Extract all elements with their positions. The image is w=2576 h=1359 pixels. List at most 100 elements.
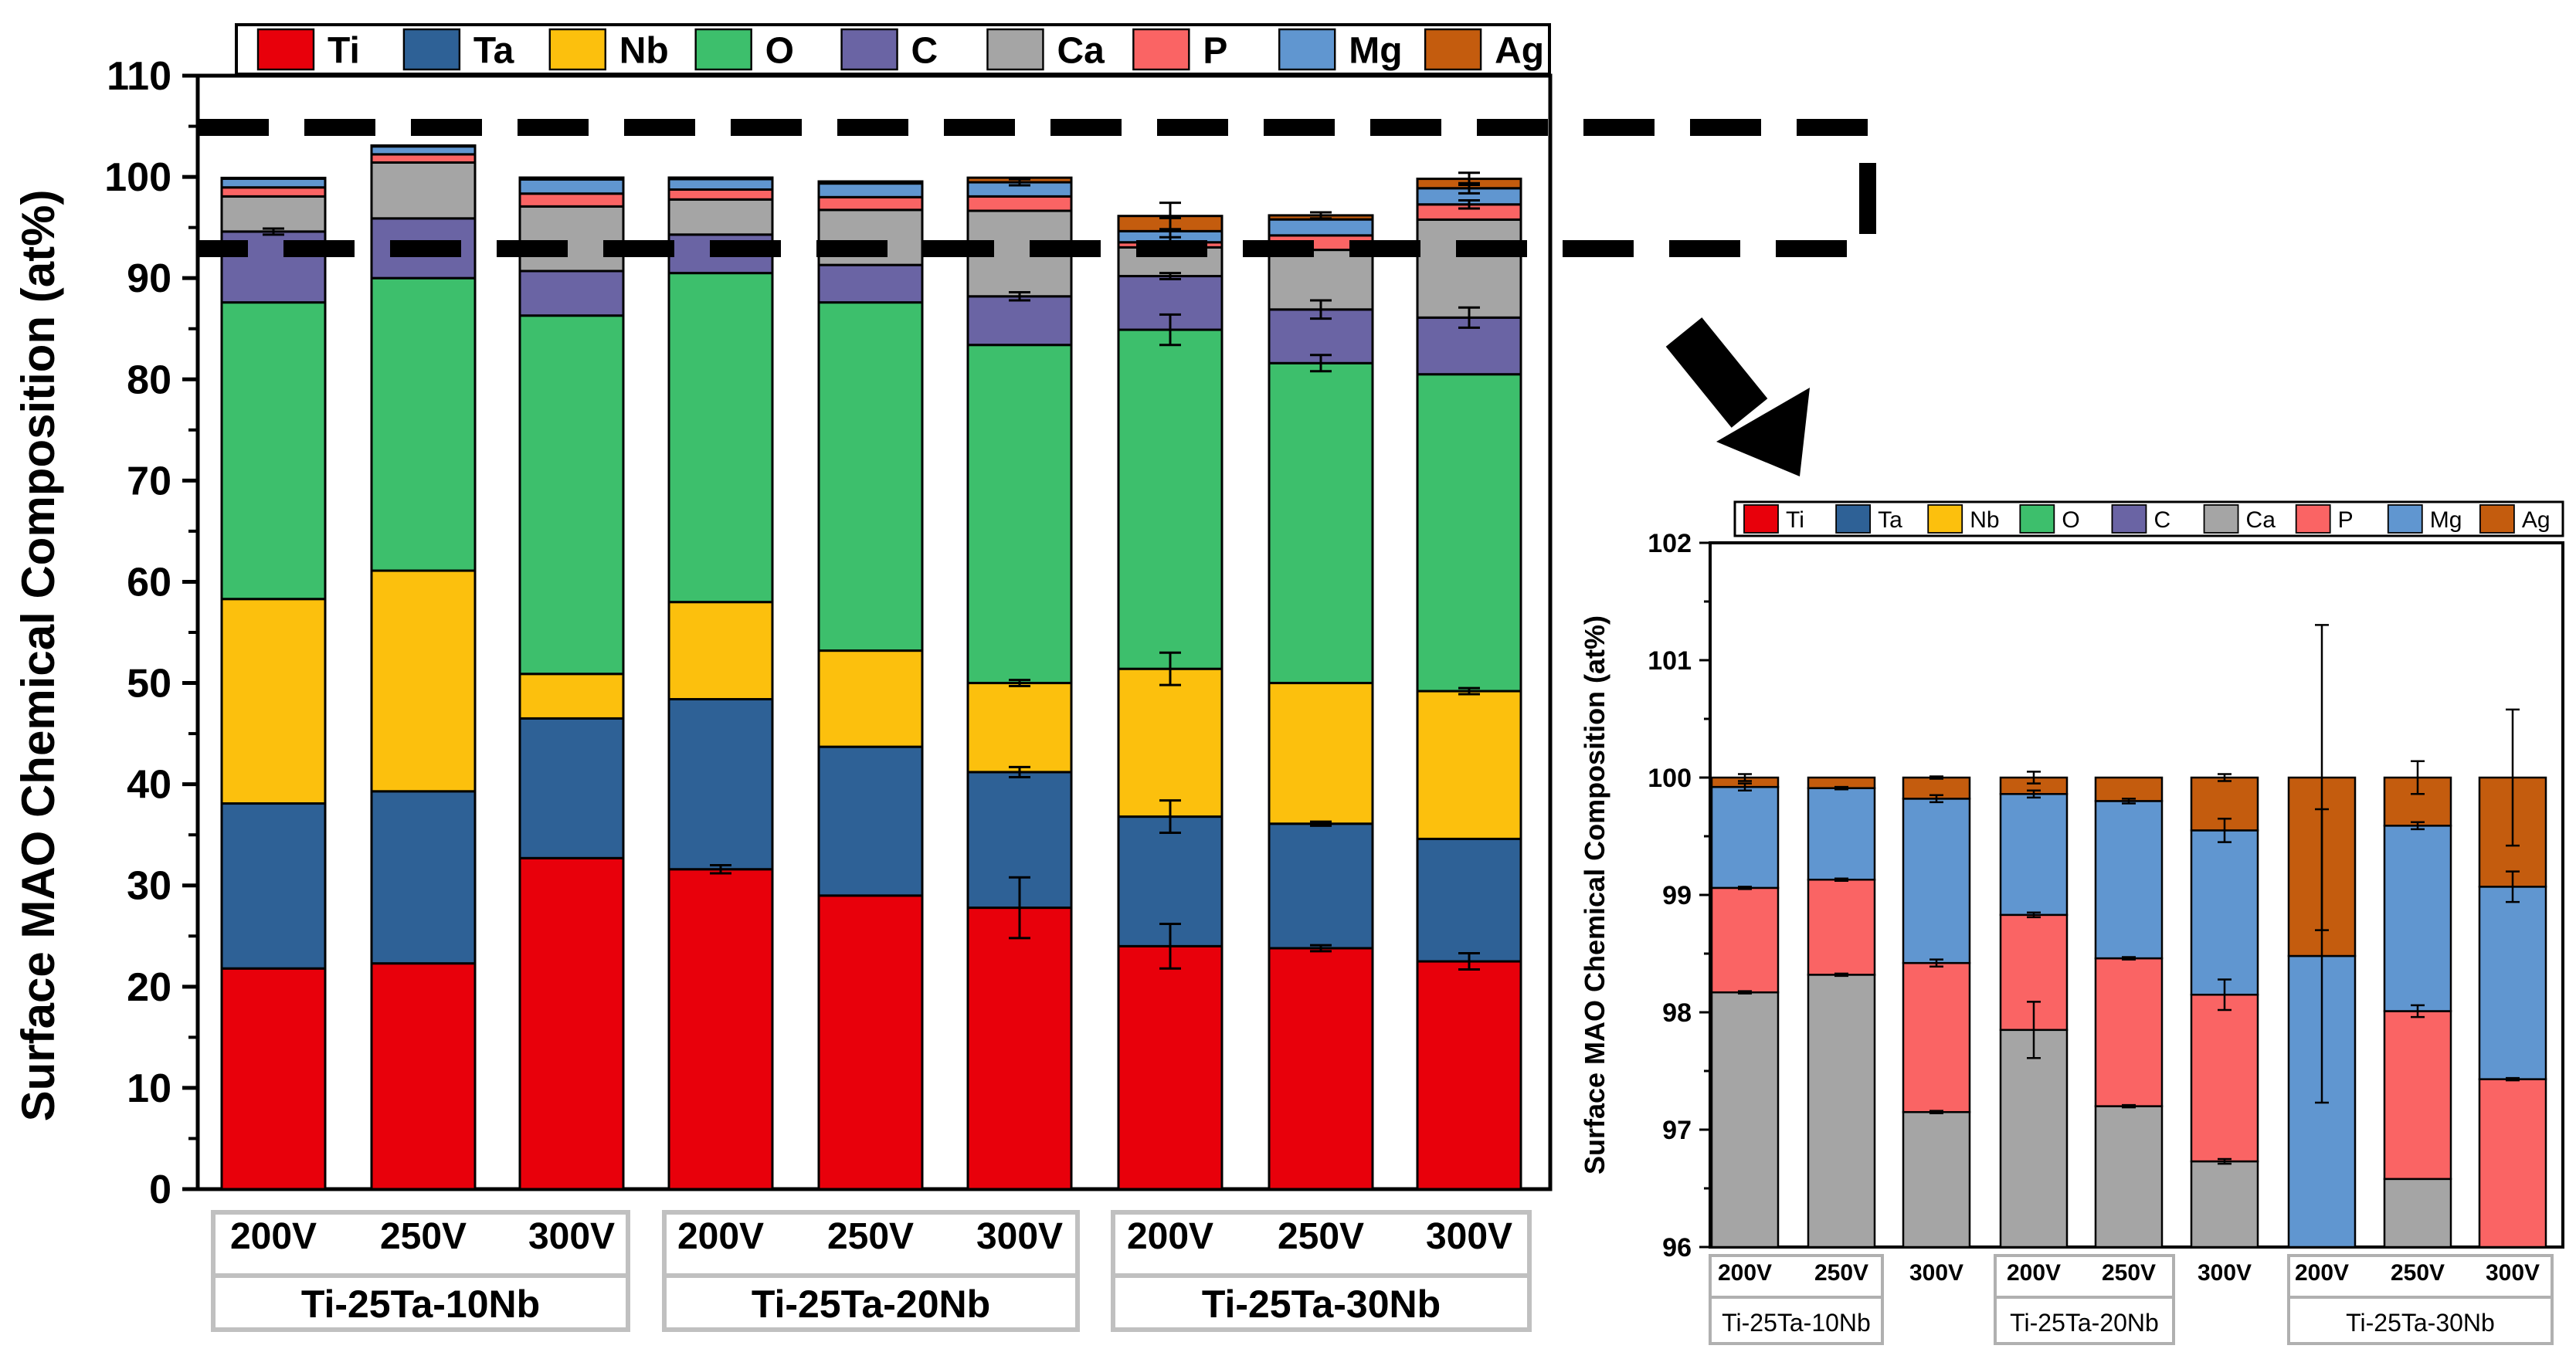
- main-bar-segment-ag: [667, 176, 774, 181]
- inset-chart: 96 97 98 99 100 101 102 Surface MAO Chemical Co…: [1579, 529, 2564, 1345]
- inset-error-bar: [2027, 771, 2041, 785]
- legend-label-nb: Nb: [619, 30, 669, 71]
- main-bar-segment-ca: [518, 205, 625, 273]
- main-error-bar: [1159, 272, 1181, 280]
- main-error-bar: [263, 227, 284, 236]
- main-y-tick-label: 60: [127, 560, 171, 605]
- inset-x-tick-label: 300V: [2198, 1260, 2252, 1286]
- main-x-tick-label: 300V: [976, 1216, 1063, 1257]
- main-error-bar: [1009, 178, 1030, 187]
- inset-bar-segment-ca: [2190, 1160, 2259, 1247]
- main-bar-segment-ta: [220, 802, 327, 970]
- inset-x-tick-label: 200V: [2295, 1260, 2349, 1286]
- legend-label-o: O: [2062, 507, 2079, 533]
- main-y-tick-label: 50: [127, 662, 171, 707]
- legend-swatch-ca: [2203, 504, 2239, 534]
- main-bar-segment-ti: [518, 856, 625, 1191]
- main-y-tick-label: 70: [127, 459, 171, 503]
- main-y-tick-label: 80: [127, 358, 171, 402]
- inset-error-bar: [1929, 958, 1943, 968]
- legend-swatch-o: [694, 28, 752, 71]
- main-bar-segment-ca: [220, 195, 327, 233]
- main-bar-segment-ta: [667, 698, 774, 871]
- main-legend: Ti Ta Nb O C Ca P Mg Ag: [235, 23, 1551, 76]
- main-bar-segment-mg: [817, 182, 924, 198]
- main-bar-segment-ti: [1416, 960, 1522, 1191]
- legend-label-mg: Mg: [2430, 507, 2462, 533]
- main-y-tick-label: 90: [127, 256, 171, 301]
- inset-error-bar: [2122, 956, 2136, 961]
- inset-error-bar: [2411, 821, 2425, 831]
- main-bar-segment-p: [518, 192, 625, 208]
- main-bar-segment-nb: [370, 569, 477, 793]
- inset-y-tick-label: 99: [1662, 881, 1692, 910]
- inset-y-tick-label: 97: [1662, 1116, 1692, 1145]
- inset-bar-segment-ca: [1902, 1110, 1971, 1247]
- inset-y-tick-label: 98: [1662, 998, 1692, 1028]
- inset-error-bar: [2218, 978, 2232, 1012]
- inset-bar-segment-p: [2383, 1010, 2452, 1181]
- inset-bar-segment-p: [2190, 993, 2259, 1163]
- inset-bar-segment-mg: [1999, 793, 2069, 917]
- main-bar-segment-mg: [220, 177, 327, 189]
- main-y-axis-title: Surface MAO Chemical Composition (at%): [12, 190, 64, 1122]
- main-error-bar: [1009, 765, 1030, 778]
- main-y-tick-label: 30: [127, 864, 171, 909]
- main-bar-segment-c: [966, 295, 1073, 347]
- legend-swatch-ti: [1743, 504, 1779, 534]
- main-bar-segment-p: [966, 195, 1073, 212]
- main-bar-segment-o: [817, 301, 924, 652]
- inset-error-bar: [2315, 624, 2329, 931]
- main-bar-segment-nb: [966, 682, 1073, 774]
- main-bar-segment-ta: [1268, 822, 1374, 950]
- main-bar-segment-o: [966, 344, 1073, 685]
- main-bar-segment-p: [370, 153, 477, 164]
- legend-swatch-ca: [986, 28, 1044, 71]
- main-bar-segment-p: [667, 188, 774, 201]
- main-bar-segment-ti: [817, 894, 924, 1191]
- main-bar-segment-c: [817, 263, 924, 304]
- main-bar-segment-p: [220, 186, 327, 198]
- main-bar-segment-ti: [1268, 947, 1374, 1191]
- inset-bar-segment-ca: [2094, 1105, 2164, 1247]
- main-bar-segment-o: [1117, 328, 1224, 670]
- main-group-label: Ti-25Ta-10Nb: [301, 1283, 540, 1326]
- main-y-tick-label: 110: [107, 54, 171, 99]
- main-bar-segment-o: [1416, 373, 1522, 693]
- main-bar-segment-nb: [518, 673, 625, 720]
- legend-label-p: P: [1203, 30, 1227, 71]
- main-x-tick-label: 200V: [1127, 1216, 1213, 1257]
- main-bar-segment-ca: [1416, 218, 1522, 319]
- main-error-bar: [1310, 354, 1332, 373]
- inset-bars: [1710, 776, 2547, 1247]
- inset-error-bar: [2411, 760, 2425, 795]
- main-bar-segment-ti: [220, 967, 327, 1191]
- main-error-bar: [1159, 923, 1181, 970]
- main-bar-segment-nb: [220, 598, 327, 805]
- inset-group-label: Ti-25Ta-30Nb: [2346, 1309, 2495, 1337]
- main-error-bar: [1009, 679, 1030, 687]
- main-bar-segment-nb: [1117, 667, 1224, 818]
- inset-x-tick-label: 250V: [2102, 1260, 2156, 1286]
- inset-bar-segment-p: [1807, 878, 1876, 976]
- inset-error-bar: [2122, 1103, 2136, 1109]
- legend-swatch-c: [840, 28, 898, 71]
- inset-x-tick-label: 250V: [1814, 1260, 1868, 1286]
- inset-bar-segment-mg: [2094, 800, 2164, 960]
- inset-error-bar: [1929, 1110, 1943, 1114]
- main-bar-segment-nb: [1268, 682, 1374, 825]
- legend-label-c: C: [2153, 507, 2170, 533]
- inset-bar-segment-ca: [1807, 974, 1876, 1247]
- main-y-tick-label: 20: [127, 965, 171, 1010]
- main-error-bar: [1310, 944, 1332, 953]
- inset-legend: Ti Ta Nb O C Ca P Mg Ag: [1733, 500, 2564, 537]
- zoom-arrow-shaft: [1665, 317, 1768, 428]
- inset-error-bar: [2122, 798, 2136, 805]
- inset-bar-segment-p: [1902, 961, 1971, 1113]
- legend-label-ta: Ta: [473, 30, 514, 71]
- inset-bar-segment-mg: [2190, 829, 2259, 996]
- inset-error-bar: [1738, 773, 1752, 782]
- main-error-bar: [1458, 686, 1480, 696]
- legend-swatch-mg: [2387, 504, 2423, 534]
- legend-swatch-c: [2111, 504, 2147, 534]
